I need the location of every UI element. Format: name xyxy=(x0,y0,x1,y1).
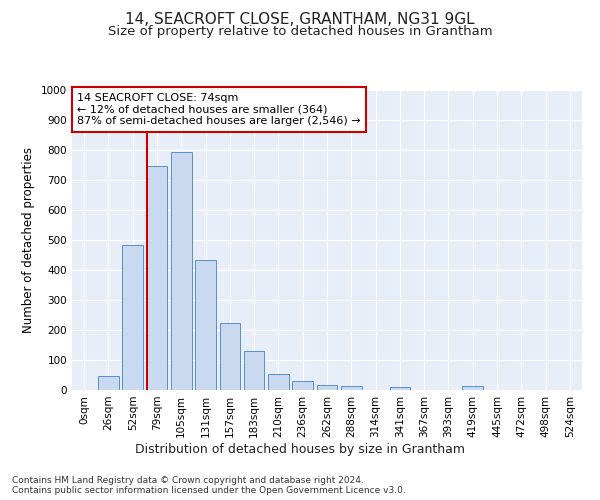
Text: 14, SEACROFT CLOSE, GRANTHAM, NG31 9GL: 14, SEACROFT CLOSE, GRANTHAM, NG31 9GL xyxy=(125,12,475,28)
Text: Contains HM Land Registry data © Crown copyright and database right 2024.
Contai: Contains HM Land Registry data © Crown c… xyxy=(12,476,406,495)
Bar xyxy=(268,374,289,390)
Bar xyxy=(341,386,362,390)
Bar xyxy=(195,260,216,390)
Bar xyxy=(220,324,240,390)
Bar xyxy=(463,386,483,390)
Text: Size of property relative to detached houses in Grantham: Size of property relative to detached ho… xyxy=(107,25,493,38)
Bar xyxy=(122,244,143,390)
Bar xyxy=(292,381,313,390)
Bar xyxy=(98,376,119,390)
Bar xyxy=(317,384,337,390)
Text: 14 SEACROFT CLOSE: 74sqm
← 12% of detached houses are smaller (364)
87% of semi-: 14 SEACROFT CLOSE: 74sqm ← 12% of detach… xyxy=(77,93,361,126)
Bar xyxy=(171,152,191,390)
Text: Distribution of detached houses by size in Grantham: Distribution of detached houses by size … xyxy=(135,442,465,456)
Bar xyxy=(389,387,410,390)
Bar xyxy=(146,166,167,390)
Bar xyxy=(244,351,265,390)
Y-axis label: Number of detached properties: Number of detached properties xyxy=(22,147,35,333)
